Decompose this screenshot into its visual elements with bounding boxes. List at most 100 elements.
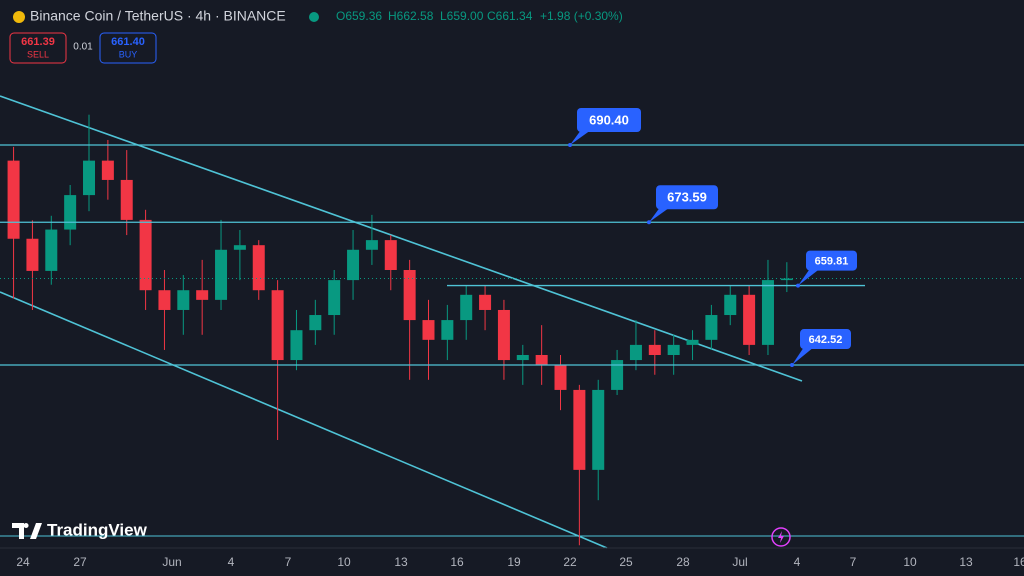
callout-label: 642.52 — [809, 334, 843, 346]
candle-body — [45, 229, 58, 271]
callout-box — [577, 108, 641, 133]
buy-box[interactable] — [99, 32, 157, 64]
x-tick-label: 22 — [563, 555, 577, 569]
callout-box — [656, 185, 718, 210]
candle-body — [26, 238, 39, 271]
candle-body — [196, 290, 209, 300]
x-tick-label: 10 — [903, 555, 917, 569]
candle-body — [611, 360, 624, 390]
candle-body — [252, 245, 265, 291]
x-tick-label: 24 — [16, 555, 30, 569]
candle-body — [724, 294, 737, 316]
channel-upper — [0, 95, 803, 382]
candle-body — [177, 290, 190, 310]
x-tick-label: 19 — [507, 555, 521, 569]
candle-body — [422, 320, 435, 340]
logo: TradingView — [47, 520, 148, 539]
callout-tail — [798, 268, 820, 286]
buy-button[interactable]: 661.40 BUY — [99, 32, 157, 64]
x-tick-label: 27 — [73, 555, 87, 569]
x-tick-label: 4 — [794, 555, 801, 569]
callout-tail — [649, 207, 670, 223]
callout-label: 659.81 — [815, 255, 849, 267]
drawings — [0, 95, 1024, 549]
callout-tail — [570, 130, 591, 146]
candle-body — [347, 249, 360, 281]
x-tick-label: 13 — [394, 555, 408, 569]
buy-label: BUY — [119, 49, 138, 59]
callout-box — [806, 250, 857, 271]
candle-body — [780, 278, 793, 281]
ohlc-low: L659.00 — [440, 9, 484, 23]
candle-body — [328, 280, 341, 316]
candle-body — [290, 330, 303, 361]
candle-body — [215, 249, 228, 300]
level-anchor — [796, 283, 800, 288]
ohlc-high: H662.58 — [388, 9, 434, 23]
buy-price: 661.40 — [111, 36, 145, 48]
candle-body — [120, 179, 133, 220]
alert-bolt — [778, 531, 784, 543]
symbol-icon — [13, 11, 25, 23]
candle-body — [365, 240, 378, 250]
candle-body — [403, 269, 416, 321]
candle-body — [554, 365, 567, 390]
candle-body — [686, 339, 699, 345]
callout-tail — [792, 347, 814, 366]
level-anchor — [647, 220, 651, 225]
candle-body — [7, 160, 20, 239]
candle-body — [705, 315, 718, 340]
x-tick-label: 16 — [1013, 555, 1024, 569]
levels: 690.40 673.59 659.81 642.52 — [0, 108, 1024, 368]
candle-body — [460, 294, 473, 321]
logo-icon — [12, 523, 42, 539]
x-tick-label: 13 — [959, 555, 973, 569]
sell-button[interactable]: 661.39 SELL — [9, 32, 67, 64]
x-axis: 24 27 Jun 4 7 10 13 16 19 22 25 28 Jul 4 7 10 13 16 — [16, 555, 1024, 569]
candle-body — [648, 344, 661, 356]
callout-label: 673.59 — [667, 190, 707, 205]
candle-body — [516, 355, 529, 361]
symbol: Binance Coin / TetherUS · 4h · BINANCE — [30, 8, 286, 24]
x-tick-label: 25 — [619, 555, 633, 569]
x-tick-label: 4 — [228, 555, 235, 569]
status-dot — [309, 12, 319, 22]
ohlc-change: +1.98 (+0.30%) — [540, 9, 623, 23]
candle-body — [479, 294, 492, 310]
x-tick-label: 28 — [676, 555, 690, 569]
candle-body — [592, 389, 605, 470]
x-tick-label: 10 — [337, 555, 351, 569]
candle-body — [101, 160, 114, 180]
candle-body — [309, 315, 322, 331]
channel-lower — [0, 291, 608, 549]
ohlc-close: C661.34 — [487, 9, 533, 23]
alert-icon[interactable] — [771, 527, 791, 547]
sell-box[interactable] — [9, 32, 67, 64]
level-anchor — [790, 363, 794, 368]
spread: 0.01 — [73, 42, 93, 53]
candle-body — [761, 280, 774, 345]
callout-box — [800, 329, 851, 350]
level-anchor — [568, 143, 572, 148]
candles — [0, 114, 1024, 546]
candle-body — [497, 309, 510, 361]
candle-body — [535, 355, 548, 366]
x-tick-label: 7 — [285, 555, 292, 569]
candle-body — [233, 245, 246, 250]
candle-body — [629, 344, 642, 361]
callout-label: 690.40 — [589, 112, 629, 127]
sell-label: SELL — [27, 49, 49, 59]
ohlc-open: O659.36 — [336, 9, 382, 23]
candle-body — [743, 294, 756, 345]
candle-body — [83, 160, 96, 196]
sell-price: 661.39 — [21, 36, 55, 48]
candle-body — [441, 320, 454, 340]
candle-body — [139, 219, 152, 291]
candle-body — [64, 195, 77, 230]
x-tick-label: Jun — [162, 555, 181, 569]
candle-body — [158, 290, 171, 310]
candle-body — [384, 240, 397, 270]
